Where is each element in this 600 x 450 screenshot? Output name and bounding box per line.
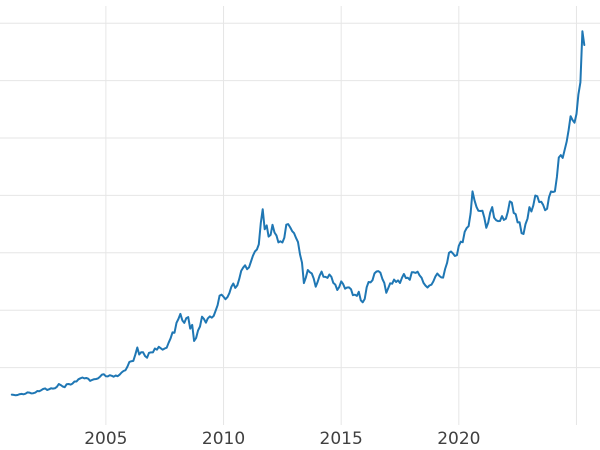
x-tick-label: 2005 (84, 429, 127, 449)
x-tick-label: 2020 (437, 429, 480, 449)
x-axis-tick-labels: 2005 2010 2015 2020 (84, 429, 480, 449)
x-tick-label: 2010 (202, 429, 245, 449)
x-tick-label: 2015 (320, 429, 363, 449)
gridlines (0, 6, 600, 425)
line-series (10, 30, 586, 397)
price-line (10, 30, 586, 397)
